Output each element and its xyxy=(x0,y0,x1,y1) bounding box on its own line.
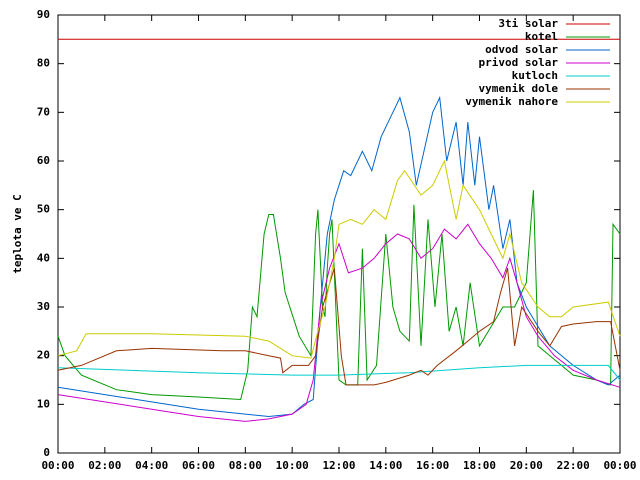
y-tick-label: 80 xyxy=(37,57,50,70)
x-tick-label: 02:00 xyxy=(88,459,121,472)
series-line xyxy=(57,95,621,418)
x-tick-label: 16:00 xyxy=(416,459,449,472)
x-tick-label: 22:00 xyxy=(557,459,590,472)
series-line xyxy=(57,223,621,422)
series-line xyxy=(57,159,621,359)
y-tick-label: 10 xyxy=(37,397,50,410)
legend-label: odvod solar xyxy=(485,43,558,56)
x-tick-label: 14:00 xyxy=(369,459,402,472)
y-tick-label: 70 xyxy=(37,105,50,118)
series-line xyxy=(57,364,621,381)
y-tick-label: 60 xyxy=(37,154,50,167)
x-tick-label: 12:00 xyxy=(322,459,355,472)
x-tick-label: 06:00 xyxy=(182,459,215,472)
x-tick-label: 04:00 xyxy=(135,459,168,472)
y-tick-label: 20 xyxy=(37,349,50,362)
x-tick-label: 20:00 xyxy=(510,459,543,472)
y-tick-label: 30 xyxy=(37,300,50,313)
series-line xyxy=(57,267,621,386)
legend-label: kotel xyxy=(525,30,558,43)
legend-label: privod solar xyxy=(479,56,559,69)
x-tick-label: 18:00 xyxy=(463,459,496,472)
x-tick-label: 00:00 xyxy=(603,459,636,472)
y-tick-label: 50 xyxy=(37,203,50,216)
legend-label: vymenik nahore xyxy=(465,95,558,108)
x-tick-label: 10:00 xyxy=(276,459,309,472)
x-tick-label: 00:00 xyxy=(41,459,74,472)
y-tick-label: 0 xyxy=(43,446,50,459)
legend-label: kutloch xyxy=(512,69,558,82)
y-tick-label: 40 xyxy=(37,251,50,264)
x-tick-label: 08:00 xyxy=(229,459,262,472)
series-line xyxy=(57,190,621,401)
legend-label: 3ti solar xyxy=(498,17,558,30)
legend-label: vymenik dole xyxy=(479,82,559,95)
y-axis-label: teplota ve C xyxy=(11,194,24,273)
y-tick-label: 90 xyxy=(37,8,50,21)
